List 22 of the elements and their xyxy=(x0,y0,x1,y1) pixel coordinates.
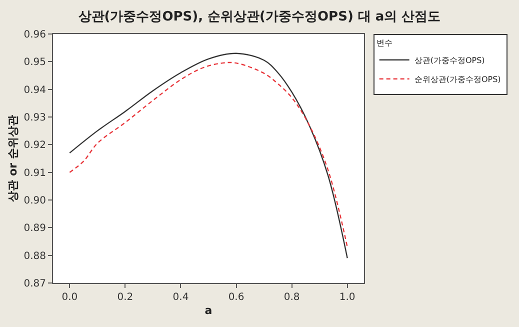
x-tick-label: 0.8 xyxy=(284,292,300,303)
y-tick-label: 0.92 xyxy=(24,140,46,152)
x-tick-label: 0.4 xyxy=(172,292,189,303)
y-tick-label: 0.89 xyxy=(24,223,46,234)
chart-title: 상관(가중수정OPS), 순위상관(가중수정OPS) 대 a의 산점도 xyxy=(78,10,441,25)
y-axis-title: 상관 or 순위상관 xyxy=(6,115,20,202)
y-tick-label: 0.96 xyxy=(24,30,46,40)
y-tick-label: 0.87 xyxy=(24,278,46,290)
y-tick-label: 0.93 xyxy=(24,112,46,124)
x-tick-label: 1.0 xyxy=(339,292,356,303)
legend-label: 상관(가중수정OPS) xyxy=(414,56,485,66)
y-tick-label: 0.94 xyxy=(24,84,46,96)
y-tick-label: 0.91 xyxy=(24,168,46,179)
y-tick-label: 0.90 xyxy=(24,196,46,206)
legend-title: 변수 xyxy=(376,38,392,48)
y-tick-label: 0.95 xyxy=(24,57,46,68)
x-tick-label: 0.0 xyxy=(62,292,78,303)
x-tick-label: 0.6 xyxy=(228,292,244,303)
x-axis-title: a xyxy=(204,304,212,318)
x-tick-label: 0.2 xyxy=(117,292,134,303)
legend-label: 순위상관(가중수정OPS) xyxy=(414,75,501,84)
y-tick-label: 0.88 xyxy=(24,250,46,262)
